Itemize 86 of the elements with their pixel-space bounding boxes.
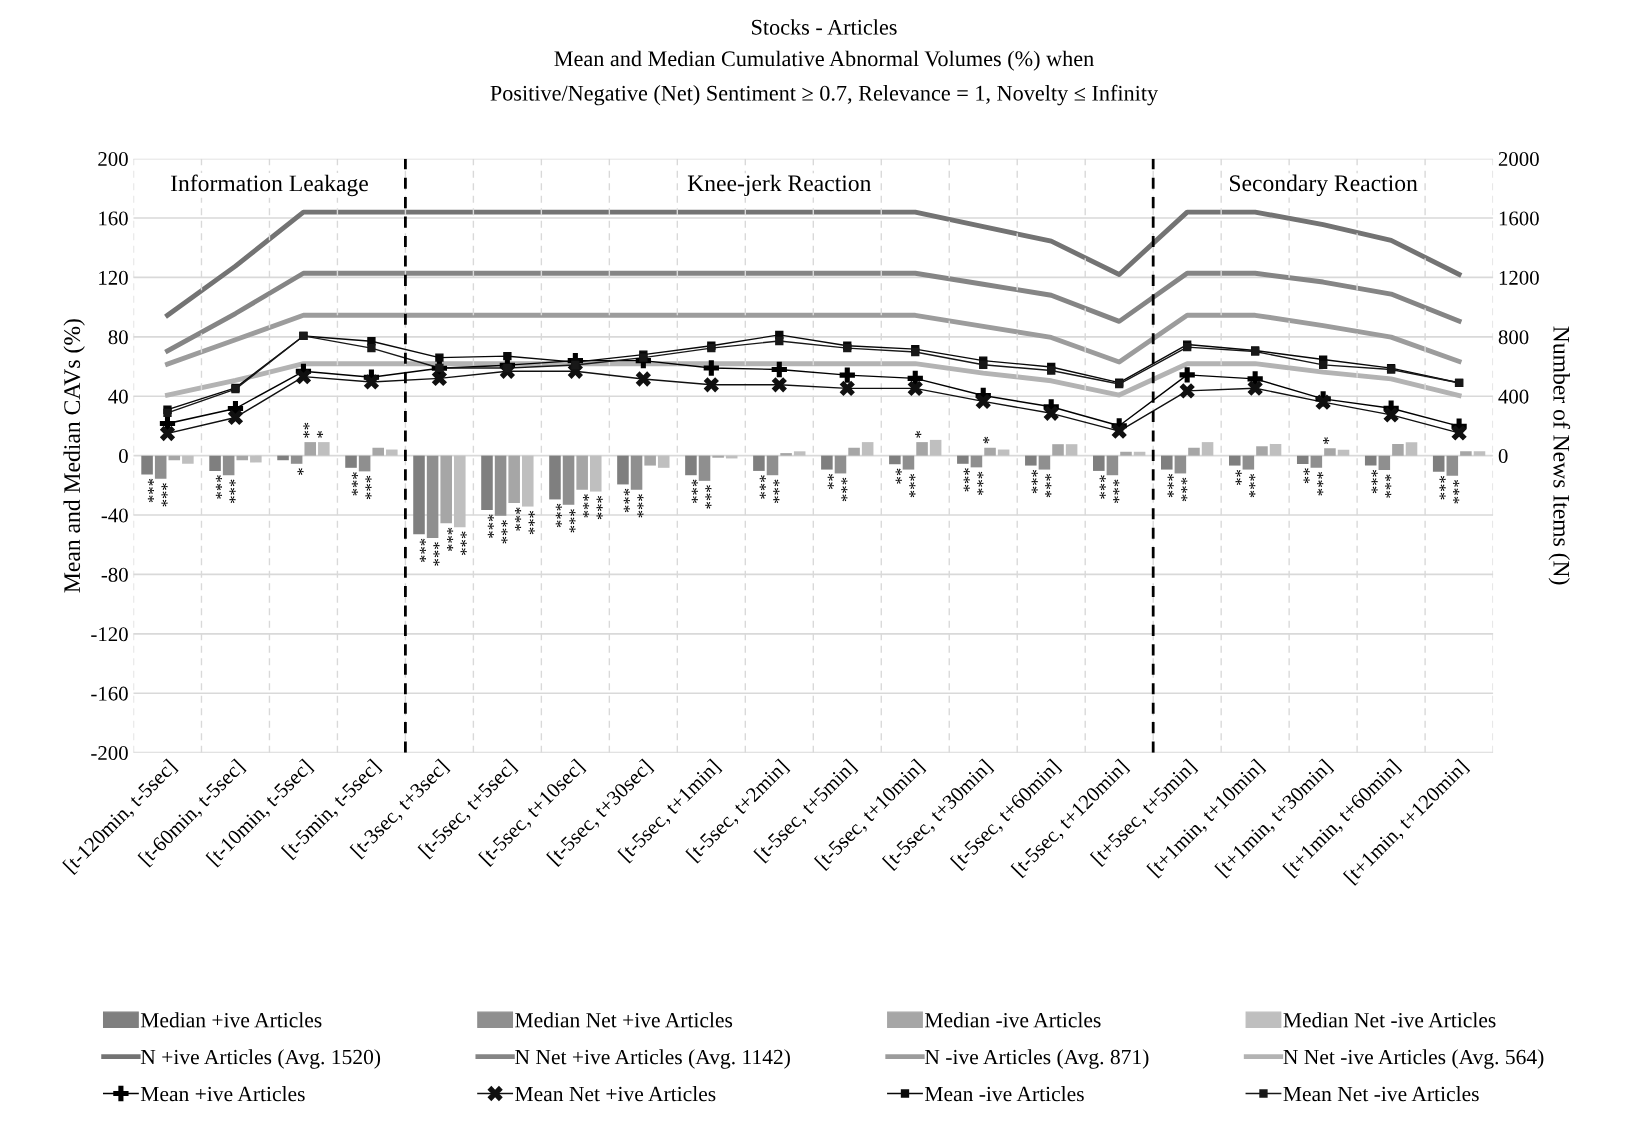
data-label: *** bbox=[1439, 476, 1446, 500]
annotation: Knee-jerk Reaction bbox=[687, 174, 872, 197]
y-tick-label: 120 bbox=[99, 270, 128, 285]
y2-tick-label: 1200 bbox=[1499, 270, 1539, 285]
y-tick-label: -120 bbox=[91, 627, 128, 642]
legend-label: N Net -ive Articles (Avg. 564) bbox=[1283, 1049, 1544, 1069]
data-label: *** bbox=[1249, 473, 1256, 498]
legend-label: Mean Net -ive Articles bbox=[1283, 1086, 1479, 1102]
legend-label: Mean Net +ive Articles bbox=[515, 1086, 716, 1102]
data-label: *** bbox=[623, 488, 630, 513]
data-label: *** bbox=[773, 479, 780, 503]
data-label: ** bbox=[1303, 468, 1310, 484]
y2-axis-title: Number of News Items (N) bbox=[1548, 326, 1571, 585]
data-label: *** bbox=[147, 478, 154, 503]
legend-label: Mean -ive Articles bbox=[924, 1086, 1084, 1102]
legend-label: N Net +ive Articles (Avg. 1142) bbox=[515, 1049, 790, 1069]
data-label: ** bbox=[827, 473, 834, 490]
y2-tick-label: 2000 bbox=[1498, 152, 1539, 167]
y-axis-title: Mean and Median CAVs (%) bbox=[63, 319, 85, 593]
data-label: *** bbox=[1317, 472, 1324, 496]
data-label: * bbox=[983, 436, 990, 444]
data-label: *** bbox=[351, 472, 358, 496]
y2-tick-label: 800 bbox=[1498, 330, 1529, 345]
data-label: *** bbox=[161, 483, 168, 507]
data-label: *** bbox=[1167, 473, 1174, 498]
y-tick-label: 40 bbox=[108, 389, 128, 404]
data-label: *** bbox=[582, 494, 590, 518]
data-label: *** bbox=[446, 527, 454, 552]
annotation: Secondary Reaction bbox=[1229, 174, 1418, 197]
data-label: *** bbox=[460, 531, 467, 555]
data-label: *** bbox=[1385, 474, 1392, 498]
y-tick-label: 80 bbox=[108, 330, 128, 345]
data-label: ** bbox=[895, 468, 902, 484]
data-label: *** bbox=[215, 475, 222, 499]
data-label: *** bbox=[841, 477, 848, 502]
data-label: *** bbox=[569, 509, 576, 533]
data-label: *** bbox=[691, 479, 698, 503]
legend-label: N -ive Articles (Avg. 871) bbox=[924, 1049, 1149, 1069]
y-tick-label: -160 bbox=[91, 686, 128, 701]
data-label: *** bbox=[1181, 477, 1188, 502]
data-label: *** bbox=[433, 542, 440, 566]
data-label: *** bbox=[909, 473, 916, 498]
data-label: *** bbox=[501, 520, 508, 544]
legend-label: Median Net -ive Articles bbox=[1283, 1012, 1496, 1028]
data-label: *** bbox=[365, 475, 372, 500]
data-label: *** bbox=[963, 468, 970, 492]
y-tick-label: -40 bbox=[101, 508, 128, 523]
data-label: *** bbox=[1031, 469, 1038, 494]
legend-label: Median +ive Articles bbox=[140, 1012, 322, 1028]
data-label: *** bbox=[596, 495, 603, 520]
legend-label: Median Net +ive Articles bbox=[515, 1012, 733, 1028]
data-label: ** bbox=[1235, 469, 1242, 486]
y-tick-label: 200 bbox=[98, 152, 128, 167]
y2-tick-label: 0 bbox=[1498, 449, 1508, 464]
data-label: * bbox=[915, 431, 922, 438]
data-label: *** bbox=[1113, 479, 1120, 503]
data-label: * bbox=[316, 431, 324, 438]
chart-title: Stocks - Articles bbox=[752, 19, 897, 35]
data-label: *** bbox=[1371, 469, 1378, 494]
data-label: *** bbox=[419, 538, 426, 563]
y-tick-label: 160 bbox=[99, 211, 128, 226]
data-label: *** bbox=[977, 471, 984, 496]
annotation: Information Leakage bbox=[170, 174, 368, 197]
legend-label: Median -ive Articles bbox=[924, 1012, 1101, 1028]
data-label: * bbox=[297, 468, 304, 475]
data-label: * bbox=[1323, 437, 1330, 444]
data-label: *** bbox=[1099, 475, 1106, 499]
y2-tick-label: 400 bbox=[1498, 389, 1529, 404]
data-label: *** bbox=[637, 494, 644, 518]
data-label: *** bbox=[487, 514, 494, 538]
y-tick-label: -80 bbox=[101, 567, 128, 582]
data-label: *** bbox=[528, 510, 535, 535]
legend-label: Mean +ive Articles bbox=[140, 1086, 305, 1102]
data-label: *** bbox=[1045, 473, 1052, 498]
data-label: *** bbox=[759, 475, 766, 499]
y-tick-label: -200 bbox=[91, 746, 128, 761]
y-tick-label: 0 bbox=[119, 449, 128, 464]
data-label: *** bbox=[1453, 480, 1460, 504]
data-label: *** bbox=[229, 479, 236, 503]
data-label: *** bbox=[555, 503, 562, 528]
legend-label: N +ive Articles (Avg. 1520) bbox=[140, 1049, 381, 1069]
data-label: *** bbox=[514, 507, 522, 531]
data-label: ** bbox=[303, 422, 310, 438]
chart-subtitle: Mean and Median Cumulative Abnormal Volumes (%) when Positive/Negative (Net) Sentiment ≥ 0.7, Relevance = 1, Novelty ≤ Infinity bbox=[490, 50, 1159, 106]
data-label: *** bbox=[705, 485, 712, 509]
y2-tick-label: 1600 bbox=[1499, 211, 1539, 226]
